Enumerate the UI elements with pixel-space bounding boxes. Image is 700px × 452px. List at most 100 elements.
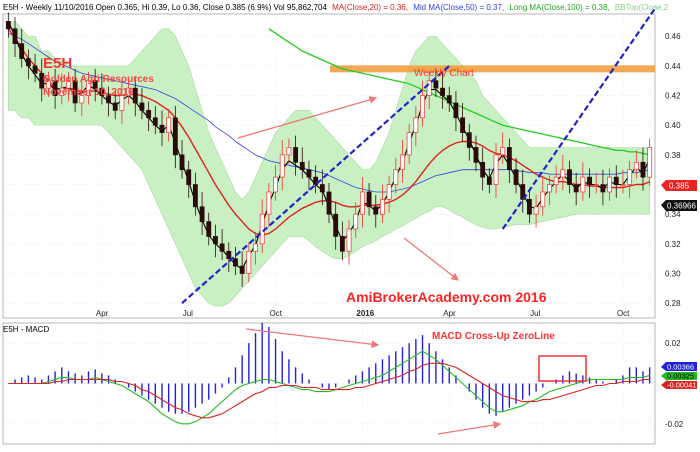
macd-line [8, 350, 650, 425]
date-label: November 10, 2016 [43, 87, 134, 98]
candle-body-35 [239, 265, 245, 274]
macd-tag-signal: -0.00041 [661, 381, 697, 390]
candle-body-69 [466, 132, 472, 148]
candle-body-47 [319, 184, 325, 193]
candle-body-92 [620, 184, 626, 186]
candle-body-31 [213, 236, 218, 245]
header-bb: BBTop(Close,2 [615, 3, 669, 12]
x-tick-label-1: Jul [183, 309, 193, 318]
y-tick-label-1: 0.30 [665, 270, 681, 279]
candlesticks [5, 12, 653, 287]
candle-body-78 [526, 199, 532, 215]
y-tick-label-5: 0.38 [665, 151, 681, 160]
header-line: E5H - Weekly 11/10/2016 Open 0.365, Hi 0… [3, 3, 669, 12]
candle-body-67 [453, 102, 459, 119]
candle-body-60 [406, 132, 412, 156]
resistance-zone [330, 65, 655, 73]
candle-body-66 [446, 95, 452, 104]
candle-body-71 [480, 161, 486, 178]
candle-body-55 [373, 206, 379, 215]
candle-body-44 [299, 161, 305, 171]
candle-body-52 [353, 213, 359, 230]
candle-body-30 [206, 221, 212, 237]
candle-body-41 [279, 154, 285, 178]
candle-body-59 [400, 154, 405, 171]
x-tick-label-3: 2016 [356, 309, 374, 318]
candle-body-11 [79, 95, 85, 104]
macd-tick-label-2: -0.02 [665, 420, 684, 429]
candle-body-90 [607, 176, 612, 193]
resistance-bar [330, 65, 655, 73]
candle-body-37 [253, 243, 258, 252]
arrow-lower-low [403, 237, 460, 281]
candle-body-84 [567, 169, 572, 185]
candle-body-17 [119, 95, 125, 111]
candle-body-81 [547, 184, 552, 193]
candle-body-8 [59, 87, 65, 96]
x-tick-label-4: Apr [443, 309, 456, 318]
crossover-box [538, 355, 587, 382]
candle-body-54 [366, 191, 372, 208]
candle-body-46 [313, 176, 319, 185]
macd-lines [8, 350, 650, 425]
candle-body-75 [506, 147, 512, 171]
candle-body-61 [413, 117, 419, 133]
candle-body-74 [500, 147, 506, 156]
candle-body-43 [293, 147, 299, 163]
candle-body-38 [259, 213, 265, 245]
candle-body-7 [52, 80, 58, 96]
arrow-higher-high [237, 96, 378, 139]
candle-body-21 [146, 110, 152, 119]
x-tick-label-6: Oct [617, 309, 630, 318]
candle-body-53 [359, 191, 365, 215]
chart-title: Weekly Chart [414, 68, 474, 79]
candle-body-51 [346, 228, 352, 252]
candle-body-56 [380, 199, 385, 215]
candle-body-65 [440, 87, 445, 96]
candle-body-3 [25, 58, 31, 67]
candle-body-94 [633, 161, 639, 171]
price-frame [2, 13, 656, 319]
candle-body-57 [386, 184, 392, 200]
candle-body-23 [159, 124, 165, 133]
candle-body-73 [493, 154, 499, 185]
candle-body-5 [39, 72, 45, 89]
candle-body-10 [72, 80, 78, 104]
candle-body-79 [533, 206, 539, 215]
candle-body-62 [420, 95, 425, 119]
candle-body-6 [46, 80, 51, 89]
y-tick-label-3: 0.34 [665, 210, 681, 219]
candle-body-48 [326, 191, 332, 215]
ma100-line [268, 28, 650, 156]
candle-body-18 [126, 87, 132, 96]
candle-body-27 [186, 169, 192, 185]
y-tick-label-0: 0.28 [665, 299, 681, 308]
band-area [8, 21, 650, 307]
candle-body-28 [192, 184, 198, 208]
header-ma20: MA(Close,20) = 0.36, [332, 3, 408, 12]
time-axis: Apr Jul Oct 2016 Apr Jul Oct [96, 309, 630, 318]
x-tick-label-0: Apr [96, 309, 109, 318]
candle-body-9 [66, 80, 71, 89]
y-tick-label-8: 0.44 [665, 62, 681, 71]
candle-body-87 [587, 176, 592, 185]
candle-body-19 [132, 87, 138, 104]
candle-body-29 [199, 206, 205, 222]
price-grid [2, 13, 656, 319]
candle-body-2 [19, 43, 25, 59]
y-tick-label-7: 0.42 [665, 92, 681, 101]
trendline-1 [501, 5, 658, 230]
bollinger-band [8, 21, 650, 307]
trendline-0 [181, 65, 450, 304]
candle-body-80 [540, 191, 546, 208]
candle-body-1 [12, 28, 18, 45]
candle-body-22 [152, 117, 158, 126]
candle-body-88 [593, 184, 599, 186]
candle-body-76 [513, 169, 519, 185]
candle-body-25 [172, 117, 178, 156]
macd-arrows [245, 328, 502, 435]
candle-body-24 [166, 117, 172, 133]
macd-note: MACD Cross-Up ZeroLine [432, 331, 555, 342]
candle-body-86 [580, 176, 586, 193]
